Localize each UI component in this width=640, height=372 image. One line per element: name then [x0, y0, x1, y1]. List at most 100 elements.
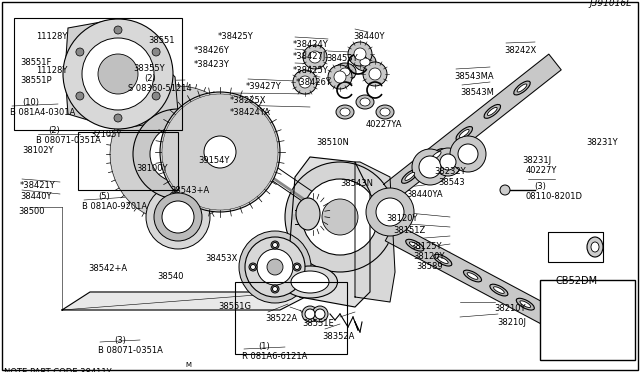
Text: B 08071-0351A: B 08071-0351A: [98, 346, 163, 355]
Ellipse shape: [405, 172, 415, 180]
Circle shape: [302, 306, 318, 322]
Circle shape: [458, 144, 478, 164]
Text: 40227YA: 40227YA: [366, 120, 403, 129]
Text: 38500: 38500: [18, 207, 45, 216]
Text: (2): (2): [144, 74, 156, 83]
Text: *38426Y: *38426Y: [296, 78, 332, 87]
Circle shape: [114, 26, 122, 34]
Ellipse shape: [587, 237, 603, 257]
Circle shape: [419, 156, 441, 178]
Circle shape: [146, 185, 210, 249]
Circle shape: [271, 241, 279, 249]
Circle shape: [354, 48, 366, 60]
Text: (1): (1): [258, 342, 269, 351]
Text: 38120Y: 38120Y: [386, 214, 417, 223]
Text: B 08071-0351A: B 08071-0351A: [36, 136, 101, 145]
Text: *38423Y: *38423Y: [194, 60, 230, 69]
Text: 38453X: 38453X: [205, 254, 237, 263]
Text: *38426Y: *38426Y: [194, 46, 230, 55]
Circle shape: [328, 65, 352, 89]
Text: 38540: 38540: [157, 272, 184, 281]
Bar: [540, 280, 635, 360]
Text: 38551F: 38551F: [20, 58, 51, 67]
Ellipse shape: [463, 270, 481, 282]
Text: 08110-8201D: 08110-8201D: [526, 192, 583, 201]
Circle shape: [271, 285, 279, 293]
Circle shape: [133, 109, 223, 199]
Ellipse shape: [296, 198, 320, 230]
Text: 38551: 38551: [148, 36, 175, 45]
Text: 38440Y: 38440Y: [20, 192, 51, 201]
Text: *38424YA: *38424YA: [230, 108, 271, 117]
Ellipse shape: [488, 108, 497, 115]
Ellipse shape: [380, 108, 390, 116]
Text: 11128Y: 11128Y: [36, 66, 67, 75]
Text: 38543M: 38543M: [460, 88, 494, 97]
Circle shape: [273, 243, 278, 247]
Circle shape: [434, 148, 462, 176]
Circle shape: [315, 309, 325, 319]
Ellipse shape: [410, 242, 420, 248]
Bar: [235, 282, 347, 354]
Text: B 081A0-9201A: B 081A0-9201A: [82, 202, 147, 211]
Ellipse shape: [360, 58, 370, 66]
Text: NOTE;PART CODE 38411Y ......: NOTE;PART CODE 38411Y ......: [4, 368, 130, 372]
Text: S 08360-51214: S 08360-51214: [128, 84, 192, 93]
Bar: [548, 232, 603, 262]
Circle shape: [250, 264, 255, 269]
Circle shape: [63, 19, 173, 129]
Circle shape: [247, 239, 303, 295]
Circle shape: [152, 48, 160, 56]
Ellipse shape: [376, 105, 394, 119]
Text: 38242X: 38242X: [504, 46, 536, 55]
Text: 40227Y: 40227Y: [526, 166, 557, 175]
Circle shape: [162, 94, 278, 210]
Ellipse shape: [434, 254, 452, 266]
Polygon shape: [62, 292, 315, 310]
Circle shape: [154, 193, 202, 241]
Ellipse shape: [356, 95, 374, 109]
Text: CB52DM: CB52DM: [555, 276, 597, 286]
Text: 38542+A: 38542+A: [88, 264, 127, 273]
Text: 39154Y: 39154Y: [198, 156, 229, 165]
Text: R 081A6-6121A: R 081A6-6121A: [242, 352, 307, 361]
Text: 38231Y: 38231Y: [586, 138, 618, 147]
Ellipse shape: [437, 257, 448, 263]
Ellipse shape: [514, 81, 530, 95]
Text: *38427J: *38427J: [293, 52, 326, 61]
Text: 38352A: 38352A: [322, 332, 355, 341]
Ellipse shape: [520, 301, 531, 308]
Circle shape: [204, 136, 236, 168]
Circle shape: [363, 62, 387, 86]
Text: (3): (3): [114, 336, 126, 345]
Text: 38510N: 38510N: [316, 138, 349, 147]
Ellipse shape: [340, 68, 350, 76]
Circle shape: [162, 201, 194, 233]
Circle shape: [239, 231, 311, 303]
Ellipse shape: [428, 149, 444, 163]
Text: *38225X: *38225X: [230, 96, 266, 105]
Circle shape: [440, 154, 456, 170]
Ellipse shape: [591, 242, 599, 252]
Text: 38543N: 38543N: [340, 179, 373, 188]
Text: *39427Y: *39427Y: [246, 82, 282, 91]
Ellipse shape: [460, 129, 469, 138]
Circle shape: [369, 68, 381, 80]
Text: 38120Y: 38120Y: [413, 252, 445, 261]
Circle shape: [114, 114, 122, 122]
Ellipse shape: [456, 126, 472, 141]
Circle shape: [500, 185, 510, 195]
Ellipse shape: [484, 105, 500, 118]
Circle shape: [312, 306, 328, 322]
Circle shape: [450, 136, 486, 172]
Text: 11128Y: 11128Y: [36, 32, 67, 41]
Polygon shape: [65, 19, 178, 129]
Circle shape: [257, 249, 293, 285]
Text: 38543+A: 38543+A: [170, 186, 209, 195]
Ellipse shape: [334, 63, 356, 81]
Text: 38231J: 38231J: [522, 156, 551, 165]
Text: *38425Y: *38425Y: [218, 32, 253, 41]
Bar: [14, 18, 182, 130]
Circle shape: [285, 162, 395, 272]
Circle shape: [412, 149, 448, 185]
